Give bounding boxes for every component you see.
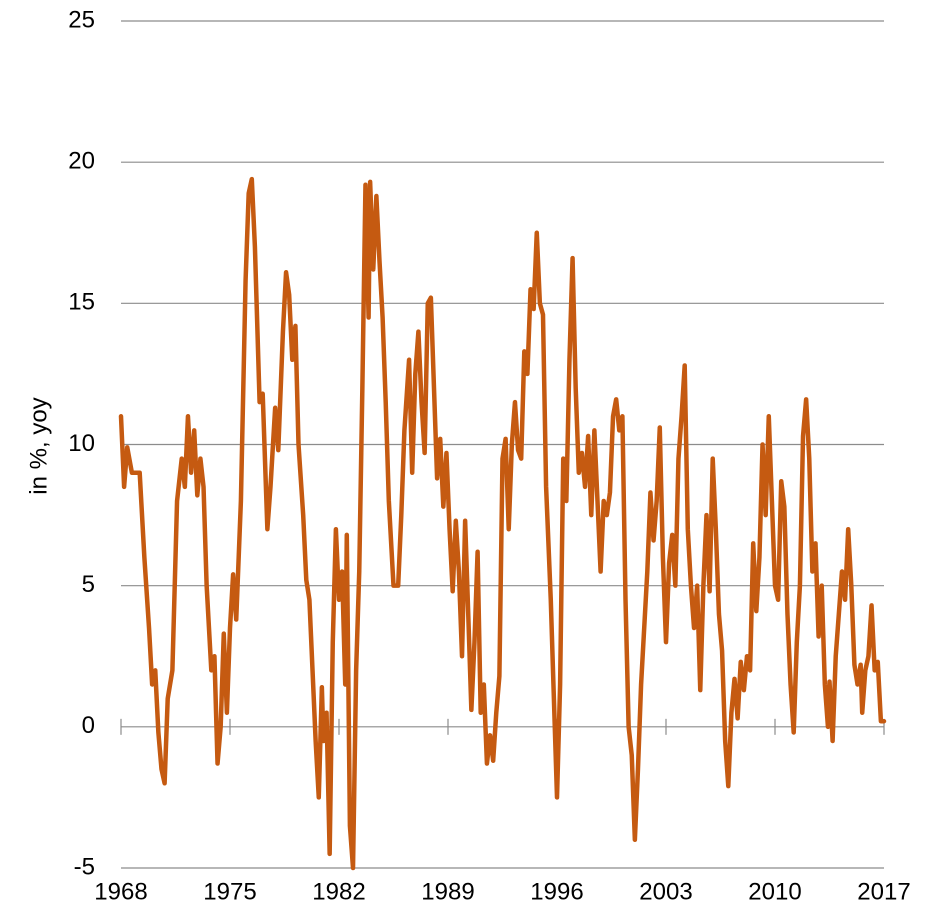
y-tick-label: 0 [82,712,95,739]
x-tick-label: 1968 [94,878,147,905]
y-tick-label: 15 [68,289,95,316]
x-tick-label: 1989 [421,878,474,905]
data-line [118,176,887,871]
x-tick-label: 2017 [857,878,910,905]
y-tick-label: -5 [74,853,95,880]
y-axis-label: in %, yoy [25,397,52,494]
x-tick-label: 1996 [530,878,583,905]
y-tick-label: 20 [68,148,95,175]
x-tick-label: 2010 [748,878,801,905]
y-tick-label: 25 [68,6,95,33]
x-tick-label: 1982 [312,878,365,905]
x-tick-label: 1975 [203,878,256,905]
y-tick-label: 10 [68,430,95,457]
x-tick-label: 2003 [639,878,692,905]
y-tick-label: 5 [82,571,95,598]
